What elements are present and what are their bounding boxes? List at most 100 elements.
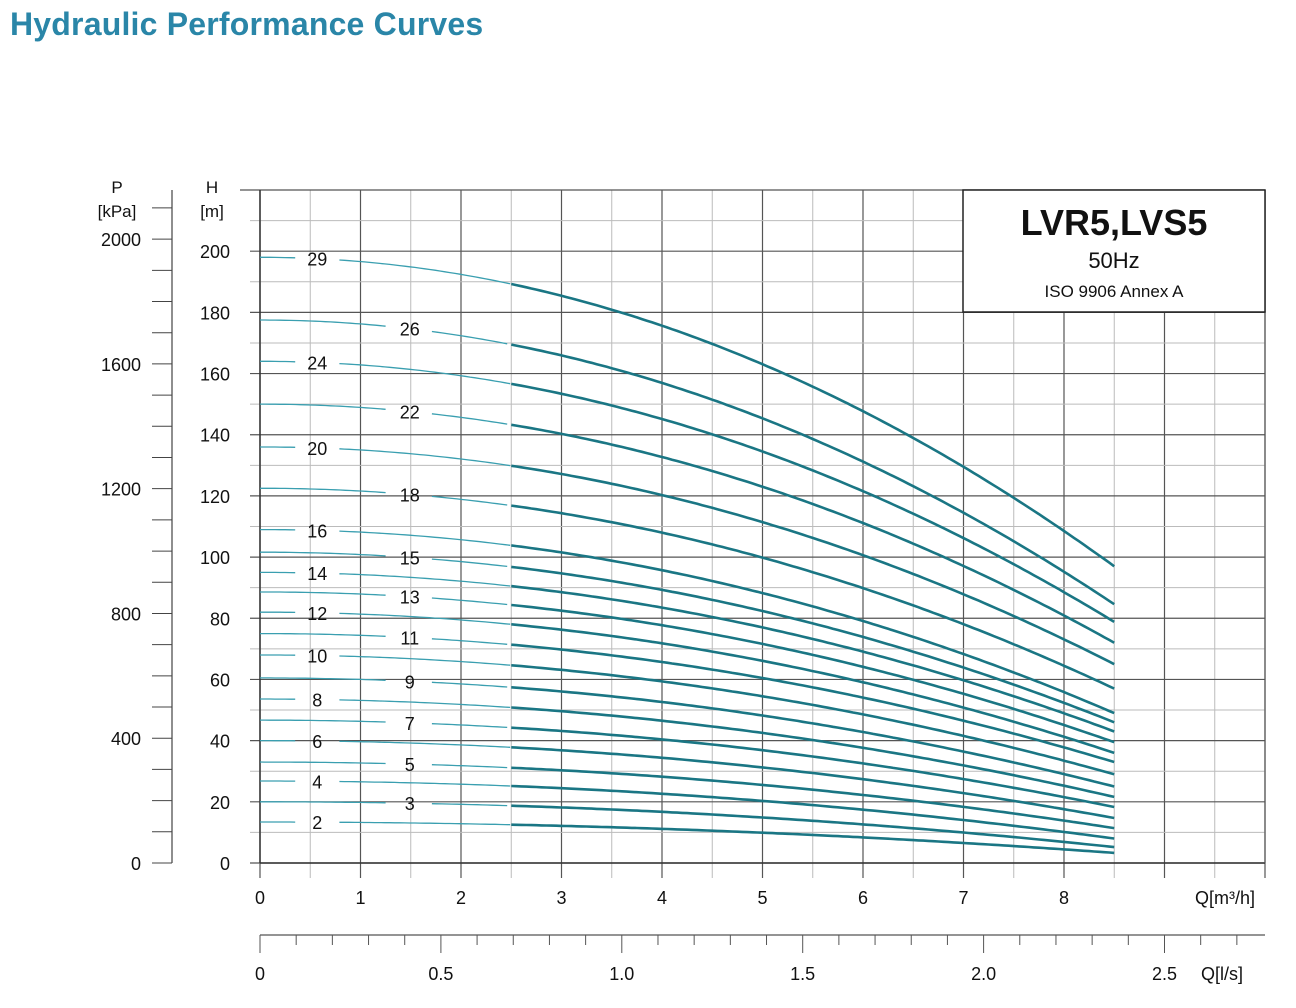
curve-26 (511, 343, 1115, 606)
q2-axis-label: Q[l/s] (1201, 964, 1243, 984)
q-tick-label: 3 (556, 888, 566, 908)
curve-2-segment (339, 821, 511, 826)
curve-16 (511, 544, 1115, 715)
h-tick-label: 100 (200, 548, 230, 568)
curve-label: 4 (312, 772, 322, 792)
p-axis-label: P (111, 178, 122, 197)
p-axis-unit: [kPa] (98, 202, 137, 221)
q-tick-label: 7 (958, 888, 968, 908)
curve-label: 5 (405, 755, 415, 775)
curve-4 (511, 784, 1115, 840)
curve-label: 3 (405, 794, 415, 814)
curve-18-segment (260, 487, 386, 494)
curve-6 (511, 746, 1115, 820)
curve-22 (511, 423, 1115, 644)
p-tick-label: 2000 (101, 230, 141, 250)
curve-11-segment (431, 638, 508, 645)
h-tick-label: 60 (210, 670, 230, 690)
curve-13-segment (431, 597, 508, 606)
curve-9 (511, 686, 1115, 788)
curve-15 (511, 565, 1115, 724)
curve-label: 24 (307, 353, 327, 373)
curve-label: 29 (307, 250, 327, 270)
curve-3-segment (260, 801, 386, 804)
p-tick-label: 800 (111, 604, 141, 624)
q-tick-label: 1 (355, 888, 365, 908)
q-tick-label: 6 (858, 888, 868, 908)
curve-label: 26 (400, 320, 420, 340)
h-tick-label: 200 (200, 242, 230, 262)
h-tick-label: 160 (200, 365, 230, 385)
p-tick-label: 0 (131, 854, 141, 874)
q2-tick-label: 1.5 (790, 964, 815, 984)
curve-label: 10 (307, 647, 327, 667)
q2-tick-label: 2.5 (1152, 964, 1177, 984)
curve-13-segment (260, 591, 386, 596)
q-tick-label: 2 (456, 888, 466, 908)
curve-3 (511, 804, 1115, 849)
curve-label: 11 (400, 629, 419, 649)
curve-22-segment (431, 413, 508, 425)
curve-10 (511, 664, 1115, 776)
h-tick-label: 140 (200, 426, 230, 446)
curve-9-segment (431, 681, 508, 688)
curve-label: 7 (405, 714, 415, 734)
curve-12-segment (339, 612, 511, 625)
curve-4-segment (339, 780, 511, 787)
curve-24 (511, 382, 1115, 624)
h-tick-label: 180 (200, 303, 230, 323)
curve-label: 8 (312, 690, 322, 710)
curve-15-segment (260, 551, 386, 557)
curve-label: 9 (405, 672, 415, 692)
curve-7-segment (431, 723, 508, 729)
q-tick-label: 8 (1059, 888, 1069, 908)
curve-label: 18 (400, 485, 420, 505)
curve-29-segment (339, 259, 511, 285)
q-tick-label: 5 (757, 888, 767, 908)
curve-5-segment (431, 764, 508, 769)
curve-24-segment (339, 362, 511, 385)
curve-26-segment (260, 319, 386, 327)
curve-14 (511, 584, 1115, 733)
h-tick-label: 80 (210, 609, 230, 629)
legend-standard: ISO 9906 Annex A (1045, 282, 1185, 301)
p-tick-label: 1600 (101, 355, 141, 375)
q2-tick-label: 2.0 (971, 964, 996, 984)
h-axis-unit: [m] (200, 202, 224, 221)
curve-3-segment (431, 803, 508, 807)
curve-8 (511, 706, 1115, 799)
curve-label: 15 (400, 548, 420, 568)
curve-29-segment (260, 256, 296, 259)
h-tick-label: 0 (220, 854, 230, 874)
curve-18 (511, 504, 1115, 690)
p-tick-label: 1200 (101, 480, 141, 500)
curve-29 (511, 282, 1115, 568)
curve-7-segment (260, 719, 386, 723)
curve-9-segment (260, 677, 386, 681)
curve-14-segment (339, 573, 511, 587)
curve-11 (511, 643, 1115, 764)
curve-label: 12 (307, 604, 327, 624)
curve-label: 14 (307, 564, 327, 584)
curve-22-segment (260, 403, 386, 410)
curve-10-segment (339, 655, 511, 666)
q2-tick-label: 0.5 (428, 964, 453, 984)
curve-20-segment (339, 448, 511, 467)
curve-label: 2 (312, 813, 322, 833)
h-axis-label: H (206, 178, 218, 197)
curve-label: 22 (400, 402, 420, 422)
curve-18-segment (431, 495, 508, 506)
curve-16-segment (339, 530, 511, 546)
curve-26-segment (431, 330, 508, 345)
curve-8-segment (339, 699, 511, 709)
q-tick-label: 4 (657, 888, 667, 908)
curve-20 (511, 464, 1115, 666)
curve-label: 6 (312, 732, 322, 752)
curve-label: 20 (307, 439, 327, 459)
q2-tick-label: 0 (255, 964, 265, 984)
page-title: Hydraulic Performance Curves (10, 6, 484, 42)
curve-11-segment (260, 632, 386, 637)
h-tick-label: 20 (210, 793, 230, 813)
curve-24-segment (260, 360, 296, 363)
curve-15-segment (431, 558, 508, 568)
